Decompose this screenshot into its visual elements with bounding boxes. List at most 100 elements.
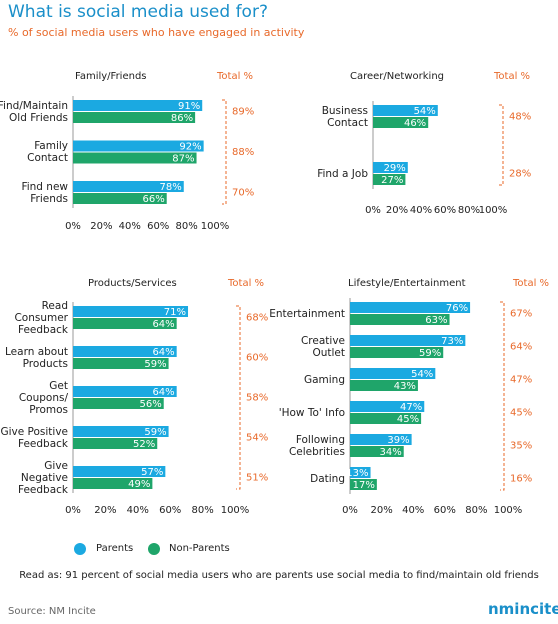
category-label: Give Negative Feedback <box>17 459 68 496</box>
total-value: 51% <box>246 473 268 484</box>
bar <box>73 112 196 123</box>
bar <box>73 466 166 477</box>
total-header: Total % <box>227 278 264 289</box>
value-label: 66% <box>142 194 164 205</box>
value-label: 86% <box>171 113 193 124</box>
x-tick-label: 0% <box>65 221 81 232</box>
chart-title: Career/Networking <box>350 71 444 82</box>
bar <box>350 401 425 412</box>
bar <box>73 346 177 357</box>
value-label: 91% <box>178 101 200 112</box>
category-label: Dating <box>310 472 345 485</box>
value-label: 47% <box>400 402 422 413</box>
value-label: 73% <box>441 336 463 347</box>
value-label: 59% <box>144 427 166 438</box>
bar <box>373 117 429 128</box>
x-tick-label: 20% <box>90 221 112 232</box>
category-label: Family Contact <box>27 140 68 164</box>
category-label: Creative Outlet <box>300 334 345 359</box>
bar <box>350 368 436 379</box>
total-value: 89% <box>232 107 254 118</box>
x-tick-label: 40% <box>119 221 141 232</box>
x-tick-label: 60% <box>147 221 169 232</box>
value-label: 64% <box>152 319 174 330</box>
total-value: 58% <box>246 393 268 404</box>
bar <box>350 347 444 358</box>
chart-title: Lifestyle/Entertainment <box>348 278 466 289</box>
total-header: Total % <box>493 71 530 82</box>
total-value: 35% <box>510 441 532 452</box>
value-label: 54% <box>411 369 433 380</box>
value-label: 92% <box>179 142 201 153</box>
x-tick-label: 100% <box>494 505 523 516</box>
bar <box>73 140 204 152</box>
x-tick-label: 0% <box>365 205 381 216</box>
value-label: 64% <box>152 347 174 358</box>
category-label: Following Celebrities <box>288 433 345 458</box>
value-label: 56% <box>139 399 161 410</box>
bar <box>350 335 466 346</box>
total-value: 70% <box>232 188 254 199</box>
chart-title: Products/Services <box>88 278 177 289</box>
category-label: Entertainment <box>269 307 345 320</box>
total-value: 16% <box>510 474 532 485</box>
total-value: 60% <box>246 353 268 364</box>
value-label: 59% <box>144 359 166 370</box>
bar <box>73 386 177 397</box>
total-bracket <box>236 305 241 490</box>
note: Read as: 91 percent of social media user… <box>19 570 539 581</box>
x-tick-label: 0% <box>65 505 81 516</box>
bar <box>350 479 377 490</box>
x-tick-label: 80% <box>191 505 213 516</box>
x-tick-label: 0% <box>342 505 358 516</box>
total-value: 88% <box>232 147 254 158</box>
value-label: 49% <box>128 479 150 490</box>
legend-swatch <box>74 543 86 555</box>
bar <box>73 478 153 489</box>
value-label: 52% <box>133 439 155 450</box>
x-tick-label: 20% <box>370 505 392 516</box>
bar <box>73 193 167 204</box>
x-tick-label: 100% <box>479 205 508 216</box>
subtitle: % of social media users who have engaged… <box>8 26 305 39</box>
value-label: 59% <box>419 348 441 359</box>
x-tick-label: 20% <box>94 505 116 516</box>
total-bracket <box>500 301 505 491</box>
chart-title: Family/Friends <box>75 71 147 82</box>
bar <box>350 413 422 424</box>
category-label: Give Positive Feedback <box>0 425 68 450</box>
category-label: Find new Friends <box>21 180 68 205</box>
category-label: Read Consumer Feedback <box>14 299 68 336</box>
bar <box>373 162 408 173</box>
x-tick-label: 60% <box>159 505 181 516</box>
total-value: 67% <box>510 309 532 320</box>
total-bracket <box>222 99 227 205</box>
x-tick-label: 100% <box>221 505 250 516</box>
total-value: 64% <box>510 342 532 353</box>
bar <box>373 105 438 116</box>
x-tick-label: 40% <box>402 505 424 516</box>
total-value: 28% <box>509 169 531 180</box>
x-tick-label: 60% <box>434 205 456 216</box>
total-header: Total % <box>216 71 253 82</box>
legend-label: Non-Parents <box>169 543 230 554</box>
bar <box>350 467 371 478</box>
category-label: Get Coupons/ Promos <box>18 379 68 416</box>
value-label: 46% <box>404 118 426 129</box>
bar <box>350 380 418 391</box>
bar <box>350 302 471 313</box>
bar <box>73 152 197 164</box>
category-label: Learn about Products <box>5 345 68 370</box>
x-tick-label: 100% <box>201 221 230 232</box>
bar <box>73 438 158 449</box>
value-label: 43% <box>394 381 416 392</box>
total-bracket <box>499 104 504 186</box>
x-tick-label: 60% <box>434 505 456 516</box>
value-label: 13% <box>346 468 368 479</box>
legend-swatch <box>148 543 160 555</box>
x-tick-label: 80% <box>458 205 480 216</box>
x-tick-label: 40% <box>410 205 432 216</box>
value-label: 34% <box>379 447 401 458</box>
value-label: 87% <box>172 154 194 165</box>
